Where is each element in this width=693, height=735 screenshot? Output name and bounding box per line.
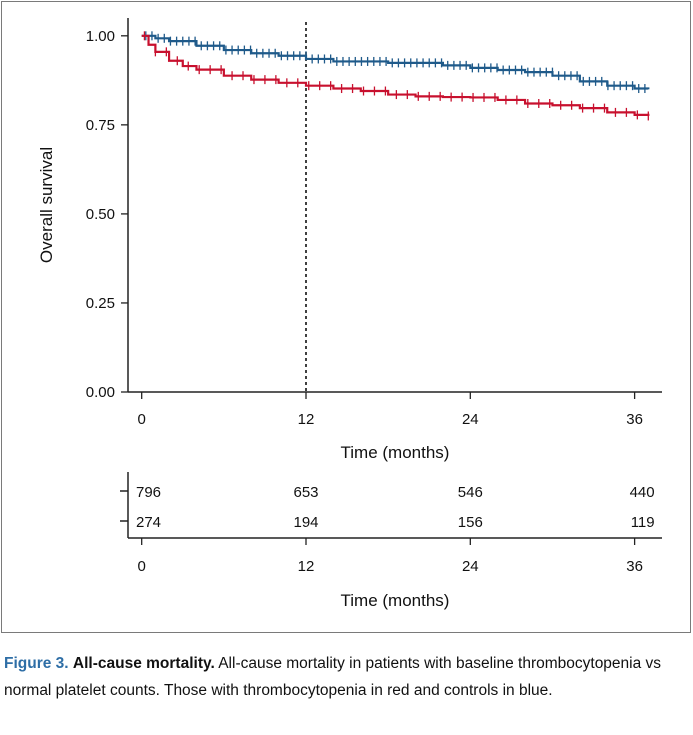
survival-curve-series-0 [141,34,650,90]
survival-plot: 0.00 0.25 0.50 0.75 1.00 0 12 24 36 Time (months)… [37,18,662,462]
risk-count: 653 [293,484,318,501]
x-tick-label: 0 [138,411,146,428]
x-axis-title: Time (months) [341,443,450,462]
x-tick-label: 12 [298,411,315,428]
x-tick-label: 24 [462,411,479,428]
caption-text: All-cause mortality in patients with bas… [4,655,662,699]
y-tick-label: 0.75 [86,117,115,134]
survival-chart: 0.00 0.25 0.50 0.75 1.00 0 12 24 36 Time (months)… [37,18,662,610]
risk-count: 274 [136,514,161,531]
risk-x-tick-label: 24 [462,558,479,575]
risk-count: 156 [458,514,483,531]
risk-count: 119 [631,514,655,531]
x-tick-label: 36 [626,411,643,428]
figure-number: Figure 3. [4,655,69,672]
survival-curve-series-1 [141,34,650,116]
risk-count: 546 [458,484,483,501]
y-tick-label: 0.25 [86,295,115,312]
numbers-at-risk-table: 796 653 546 440 274 194 156 119 0 12 24 36 Time (mon… [120,472,662,610]
y-tick-label: 0.50 [86,206,115,223]
risk-count: 796 [136,484,161,501]
figure-caption: Figure 3. All-cause mortality. All-cause… [4,650,690,704]
risk-x-tick-label: 36 [626,558,643,575]
y-tick-label: 0.00 [86,384,115,401]
figure-frame [1,1,691,633]
y-tick-label: 1.00 [86,28,115,45]
risk-count: 194 [293,514,318,531]
risk-table-x-axis-title: Time (months) [341,591,450,610]
risk-count: 440 [630,484,655,501]
risk-x-tick-label: 0 [138,558,146,575]
figure-title: All-cause mortality. [72,655,215,672]
risk-x-tick-label: 12 [298,558,315,575]
y-axis-title: Overall survival [37,147,56,263]
